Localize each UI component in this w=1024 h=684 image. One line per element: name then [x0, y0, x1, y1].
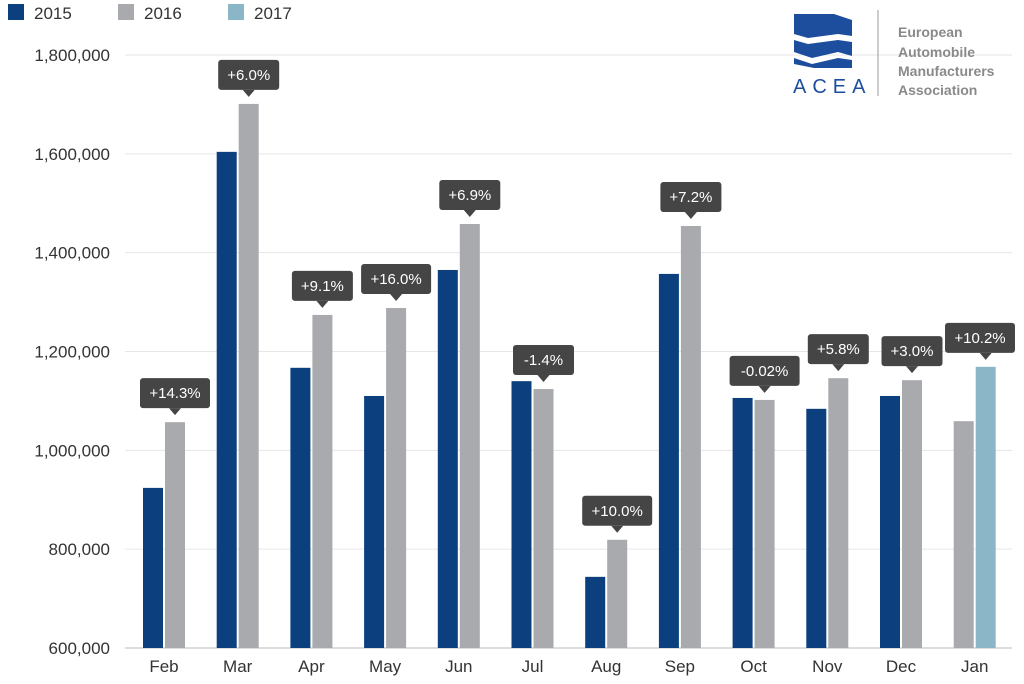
- x-tick-label: Nov: [812, 657, 843, 676]
- legend-swatch: [118, 4, 134, 20]
- change-callout: +10.0%: [582, 495, 653, 533]
- x-tick-label: Sep: [665, 657, 695, 676]
- x-tick-label: Aug: [591, 657, 621, 676]
- acea-logo: ACEA European Automobile Manufacturers A…: [793, 10, 995, 98]
- legend-item-2015[interactable]: 2015: [8, 4, 72, 23]
- bar-2015-may: [364, 395, 385, 648]
- x-tick-label: Dec: [886, 657, 917, 676]
- bar-2016-nov: [828, 378, 849, 648]
- bar-2015-nov: [806, 408, 827, 648]
- x-tick-label: May: [369, 657, 402, 676]
- bar-2016-may: [386, 308, 407, 648]
- callout-text: +10.0%: [592, 503, 643, 520]
- x-tick-label: Jun: [445, 657, 472, 676]
- change-callout: -1.4%: [513, 345, 574, 383]
- callout-text: +6.0%: [227, 67, 270, 84]
- bar-2015-dec: [880, 395, 900, 648]
- callout-text: +5.8%: [817, 341, 860, 358]
- logo-name-line-1: European: [898, 24, 963, 40]
- change-callout: +5.8%: [807, 334, 869, 372]
- legend-swatch: [228, 4, 244, 20]
- x-tick-label: Apr: [298, 657, 325, 676]
- callout-text: -1.4%: [524, 352, 563, 369]
- callout-text: +7.2%: [669, 189, 712, 206]
- change-callout: +10.2%: [945, 322, 1015, 360]
- bar-2016-jan: [953, 421, 974, 648]
- y-tick-label: 1,400,000: [34, 244, 110, 263]
- bar-2016-jul: [533, 389, 554, 648]
- y-tick-label: 800,000: [49, 540, 110, 559]
- bar-2016-feb: [165, 422, 185, 648]
- callout-text: +9.1%: [301, 278, 344, 295]
- legend-item-2017[interactable]: 2017: [228, 4, 292, 23]
- y-tick-label: 1,000,000: [34, 441, 110, 460]
- callout-text: +3.0%: [891, 343, 934, 360]
- bar-2015-apr: [290, 367, 311, 648]
- legend-label: 2016: [144, 4, 182, 23]
- bar-2016-dec: [902, 380, 922, 648]
- callout-text: -0.02%: [741, 363, 789, 380]
- bar-2017-jan: [975, 366, 996, 648]
- logo-name-line-2: Automobile: [898, 44, 975, 60]
- bar-2015-jul: [511, 381, 532, 648]
- x-tick-label: Oct: [740, 657, 767, 676]
- change-callout: +9.1%: [291, 270, 353, 308]
- bar-2016-jun: [459, 224, 480, 648]
- y-tick-label: 600,000: [49, 639, 110, 658]
- callout-text: +16.0%: [370, 271, 421, 288]
- bar-2015-mar: [216, 151, 237, 648]
- bar-2016-aug: [607, 539, 628, 648]
- y-tick-label: 1,200,000: [34, 343, 110, 362]
- change-callout: +6.0%: [218, 59, 280, 97]
- logo-acronym: ACEA: [793, 76, 871, 98]
- change-callout: -0.02%: [729, 355, 800, 393]
- y-tick-label: 1,600,000: [34, 145, 110, 164]
- bar-2016-apr: [312, 314, 333, 648]
- x-tick-label: Feb: [149, 657, 178, 676]
- bar-2016-sep: [680, 225, 701, 648]
- callout-text: +6.9%: [448, 187, 491, 204]
- logo-name-line-4: Association: [898, 82, 977, 98]
- legend-item-2016[interactable]: 2016: [118, 4, 182, 23]
- x-tick-label: Jan: [961, 657, 988, 676]
- logo-name-line-3: Manufacturers: [898, 63, 995, 79]
- change-callout: +16.0%: [361, 264, 432, 302]
- callout-text: +14.3%: [149, 385, 200, 402]
- legend-label: 2015: [34, 4, 72, 23]
- bar-2016-mar: [238, 103, 259, 649]
- callout-text: +10.2%: [954, 330, 1005, 347]
- legend-label: 2017: [254, 4, 292, 23]
- change-callout: +3.0%: [881, 336, 943, 374]
- change-callout: +6.9%: [439, 180, 501, 218]
- change-callout: +7.2%: [660, 181, 722, 219]
- y-tick-label: 1,800,000: [34, 46, 110, 65]
- bar-2015-sep: [658, 273, 679, 648]
- legend-swatch: [8, 4, 24, 20]
- bar-2015-oct: [732, 397, 753, 648]
- x-tick-label: Mar: [223, 657, 253, 676]
- bar-2016-oct: [754, 399, 775, 648]
- bar-2015-jun: [437, 269, 458, 648]
- x-tick-label: Jul: [522, 657, 544, 676]
- change-callout: +14.3%: [140, 378, 210, 416]
- bar-2015-aug: [585, 576, 606, 648]
- acea-cube-icon: [794, 14, 852, 68]
- bar-2015-feb: [143, 487, 163, 648]
